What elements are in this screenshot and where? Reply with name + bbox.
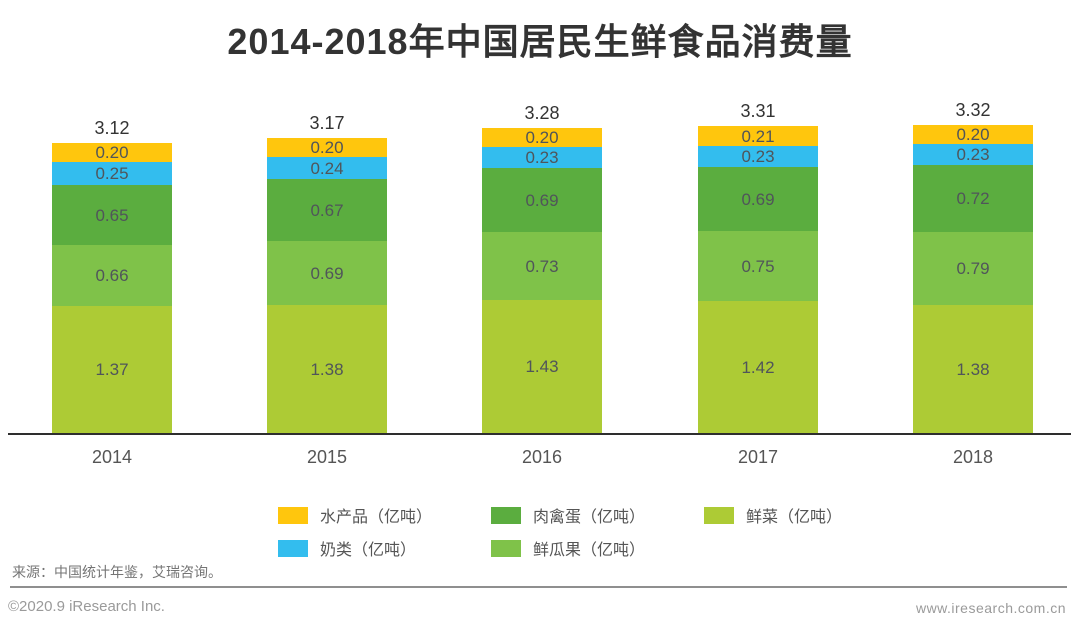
- segment-dairy-2014: 0.25: [52, 162, 172, 185]
- segment-value: 0.73: [525, 256, 559, 276]
- x-axis-line: [8, 433, 1071, 435]
- segment-value: 1.42: [741, 357, 775, 377]
- bar-total-2016: 3.28: [524, 103, 560, 123]
- legend-label: 水产品（亿吨）: [320, 509, 433, 526]
- legend-swatch-aquatic: [278, 506, 308, 524]
- segment-value: 1.38: [310, 359, 344, 379]
- segment-aquatic-2018: 0.20: [913, 125, 1033, 144]
- segment-dairy-2018: 0.23: [913, 144, 1033, 165]
- legend-item-aquatic: 水产品（亿吨）: [278, 503, 491, 527]
- legend-label: 奶类（亿吨）: [320, 542, 417, 559]
- segment-value: 0.69: [525, 190, 559, 210]
- x-tick-2014: 2014: [91, 447, 133, 467]
- legend-item-fresh-vegetable: 鲜菜（亿吨）: [704, 503, 917, 527]
- segment-value: 1.37: [95, 360, 129, 379]
- segment-value: 0.79: [956, 259, 990, 278]
- bar-2016: 3.28 0.20 0.23 0.69 0.73 1.43: [482, 103, 602, 433]
- legend-label: 鲜瓜果（亿吨）: [533, 542, 646, 559]
- source-note: 来源：中国统计年鉴，艾瑞咨询。: [12, 564, 222, 580]
- legend-item-dairy: 奶类（亿吨）: [278, 536, 491, 560]
- legend-swatch-meat-poultry-egg: [491, 506, 521, 524]
- segment-aquatic-2016: 0.20: [482, 128, 602, 147]
- bar-total-2018: 3.32: [955, 100, 991, 120]
- legend-swatch-fresh-vegetable: [704, 506, 734, 524]
- segment-fresh-fruit-2014: 0.66: [52, 245, 172, 306]
- legend-label: 鲜菜（亿吨）: [746, 509, 843, 526]
- segment-value: 0.69: [310, 263, 344, 283]
- segment-value: 0.20: [95, 143, 129, 162]
- segment-dairy-2017: 0.23: [698, 146, 818, 167]
- bar-2017: 3.31 0.21 0.23 0.69 0.75 1.42: [698, 101, 818, 433]
- segment-value: 0.25: [95, 164, 129, 183]
- x-tick-2016: 2016: [521, 447, 563, 467]
- segment-aquatic-2017: 0.21: [698, 126, 818, 146]
- segment-dairy-2016: 0.23: [482, 147, 602, 168]
- segment-fresh-fruit-2018: 0.79: [913, 232, 1033, 305]
- segment-value: 0.20: [956, 125, 990, 144]
- segment-value: 0.23: [956, 145, 990, 164]
- segment-value: 0.69: [741, 189, 775, 209]
- segment-value: 0.20: [310, 138, 344, 157]
- segment-meat-poultry-egg-2016: 0.69: [482, 168, 602, 232]
- segment-aquatic-2015: 0.20: [267, 138, 387, 157]
- footer-divider: [10, 586, 1067, 588]
- segment-value: 0.65: [95, 205, 129, 225]
- segment-meat-poultry-egg-2014: 0.65: [52, 185, 172, 245]
- bar-2014: 3.12 0.20 0.25 0.65 0.66 1.37: [52, 118, 172, 433]
- segment-fresh-vegetable-2017: 1.42: [698, 301, 818, 433]
- bar-2015: 3.17 0.20 0.24 0.67 0.69 1.38: [267, 113, 387, 433]
- x-tick-2015: 2015: [306, 447, 348, 467]
- website-text: www.iresearch.com.cn: [915, 600, 1066, 616]
- segment-value: 1.43: [525, 357, 559, 376]
- legend-swatch-fresh-fruit: [491, 539, 521, 557]
- segment-value: 0.75: [741, 256, 775, 276]
- page-title: 2014-2018年中国居民生鲜食品消费量: [227, 21, 853, 62]
- segment-meat-poultry-egg-2018: 0.72: [913, 165, 1033, 232]
- segment-value: 0.21: [741, 126, 775, 146]
- x-tick-2018: 2018: [952, 447, 994, 467]
- segment-fresh-fruit-2017: 0.75: [698, 231, 818, 301]
- segment-value: 0.23: [741, 147, 775, 166]
- x-tick-2017: 2017: [737, 447, 779, 467]
- segment-value: 0.24: [310, 158, 344, 178]
- segment-meat-poultry-egg-2017: 0.69: [698, 167, 818, 231]
- segment-fresh-vegetable-2015: 1.38: [267, 305, 387, 433]
- segment-value: 0.72: [956, 189, 990, 208]
- legend-label: 肉禽蛋（亿吨）: [533, 509, 646, 526]
- legend-swatch-dairy: [278, 539, 308, 557]
- segment-value: 0.67: [310, 200, 344, 220]
- legend-item-fresh-fruit: 鲜瓜果（亿吨）: [491, 536, 704, 560]
- segment-dairy-2015: 0.24: [267, 157, 387, 179]
- copyright-text: ©2020.9 iResearch Inc.: [8, 598, 165, 615]
- bar-2018: 3.32 0.20 0.23 0.72 0.79 1.38: [913, 100, 1033, 433]
- bar-total-2014: 3.12: [94, 118, 130, 138]
- segment-fresh-vegetable-2016: 1.43: [482, 300, 602, 433]
- segment-meat-poultry-egg-2015: 0.67: [267, 179, 387, 241]
- segment-value: 0.20: [525, 128, 559, 147]
- legend-item-meat-poultry-egg: 肉禽蛋（亿吨）: [491, 503, 704, 527]
- segment-value: 1.38: [956, 359, 990, 379]
- segment-fresh-fruit-2016: 0.73: [482, 232, 602, 300]
- bar-total-2015: 3.17: [309, 113, 345, 133]
- legend: 水产品（亿吨） 肉禽蛋（亿吨） 鲜菜（亿吨） 奶类（亿吨） 鲜瓜果（亿吨）: [278, 503, 917, 560]
- segment-fresh-vegetable-2018: 1.38: [913, 305, 1033, 433]
- segment-fresh-fruit-2015: 0.69: [267, 241, 387, 305]
- segment-value: 0.66: [95, 266, 129, 285]
- segment-value: 0.23: [525, 148, 559, 167]
- segment-aquatic-2014: 0.20: [52, 143, 172, 162]
- segment-fresh-vegetable-2014: 1.37: [52, 306, 172, 433]
- bar-total-2017: 3.31: [740, 101, 776, 121]
